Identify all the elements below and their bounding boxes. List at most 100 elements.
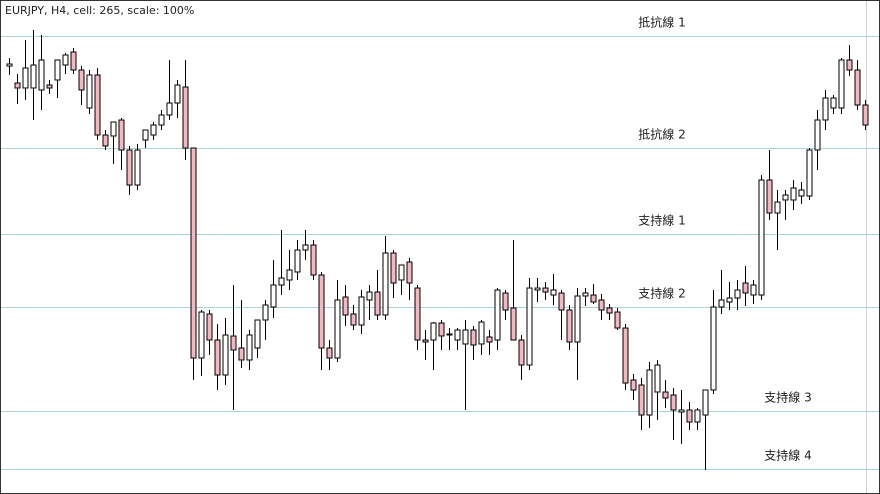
candle-body	[838, 59, 845, 109]
candle-body	[622, 327, 629, 384]
candle-body	[862, 104, 869, 126]
candle-body	[558, 292, 565, 311]
candle-body	[270, 284, 277, 308]
candle-body	[822, 97, 829, 121]
candle-body	[190, 147, 197, 359]
candle-body	[262, 304, 269, 321]
candle-body	[718, 299, 725, 308]
candle-body	[230, 335, 237, 351]
candle-body	[358, 296, 365, 326]
candle-body	[102, 134, 109, 147]
level-label: 抵抗線 1	[638, 15, 685, 30]
candle-body	[486, 336, 493, 343]
candle-body	[814, 119, 821, 151]
candle-body	[342, 296, 349, 316]
candle-body	[550, 289, 557, 296]
candle-body	[62, 54, 69, 66]
candle-body	[278, 277, 285, 286]
level-label: 支持線 2	[638, 286, 685, 301]
candle-body	[830, 97, 837, 109]
candle-body	[438, 322, 445, 337]
candle-body	[182, 86, 189, 149]
candle-body	[222, 334, 229, 376]
candle-body	[310, 244, 317, 276]
candle-body	[174, 84, 181, 104]
candle-body	[366, 291, 373, 301]
candle-body	[454, 329, 461, 341]
candle-body	[46, 84, 53, 89]
candle-body	[286, 269, 293, 281]
candle-body	[254, 319, 261, 349]
candle-body	[742, 282, 749, 294]
candle-body	[758, 179, 765, 296]
candle-body	[638, 384, 645, 416]
level-label: 抵抗線 2	[638, 127, 685, 142]
candle-body	[198, 311, 205, 359]
candle-body	[694, 409, 701, 423]
candle-body	[86, 74, 93, 109]
candle-body	[414, 287, 421, 341]
candle-body	[398, 264, 405, 281]
candle-body	[22, 67, 29, 89]
candle-body	[142, 129, 149, 141]
candle-body	[158, 114, 165, 126]
candle-body	[38, 59, 45, 91]
candle-body	[214, 339, 221, 376]
candle-body	[654, 364, 661, 393]
candle-body	[134, 149, 141, 186]
candle-body	[334, 299, 341, 359]
level-label: 支持線 4	[764, 448, 811, 463]
candle-body	[646, 369, 653, 416]
candle-body	[126, 149, 133, 186]
candle-body	[790, 187, 797, 201]
candle-body	[598, 299, 605, 311]
candle-body	[806, 149, 813, 197]
candle-body	[750, 284, 757, 296]
candle-body	[534, 287, 541, 291]
candle-body	[406, 261, 413, 284]
candle-body	[382, 252, 389, 316]
candle-body	[446, 333, 453, 336]
candle-body	[678, 409, 685, 413]
candle-body	[606, 307, 613, 314]
candle-body	[70, 51, 77, 71]
candle-body	[574, 295, 581, 343]
candle-body	[774, 201, 781, 214]
level-label: 支持線 1	[638, 213, 685, 228]
candle-body	[494, 289, 501, 341]
candle-body	[590, 294, 597, 303]
candle-body	[462, 329, 469, 345]
candle-body	[166, 102, 173, 116]
candle-body	[206, 313, 213, 341]
candle-body	[846, 59, 853, 71]
candle-body	[798, 189, 805, 197]
candle-body	[54, 59, 61, 81]
candle-body	[662, 391, 669, 399]
candle-body	[374, 291, 381, 316]
candle-body	[710, 306, 717, 391]
candle-body	[526, 287, 533, 366]
candle-body	[478, 321, 485, 345]
candle-body	[782, 194, 789, 201]
candle-body	[422, 339, 429, 343]
chart-title: EURJPY, H4, cell: 265, scale: 100%	[5, 4, 194, 17]
candle-body	[150, 124, 157, 136]
candle-body	[582, 292, 589, 297]
level-label: 支持線 3	[764, 390, 811, 405]
candle-body	[734, 289, 741, 299]
candle-body	[726, 297, 733, 303]
candle-body	[542, 287, 549, 293]
candle-body	[94, 74, 101, 136]
candle-body	[566, 309, 573, 343]
candle-body	[30, 64, 37, 89]
candle-body	[78, 69, 85, 91]
candle-body	[118, 119, 125, 151]
candle-body	[238, 347, 245, 361]
candle-body	[510, 307, 517, 341]
candle-body	[318, 274, 325, 349]
candle-body	[6, 63, 13, 67]
candle-body	[470, 329, 477, 346]
candle-body	[430, 322, 437, 341]
candle-body	[686, 409, 693, 423]
